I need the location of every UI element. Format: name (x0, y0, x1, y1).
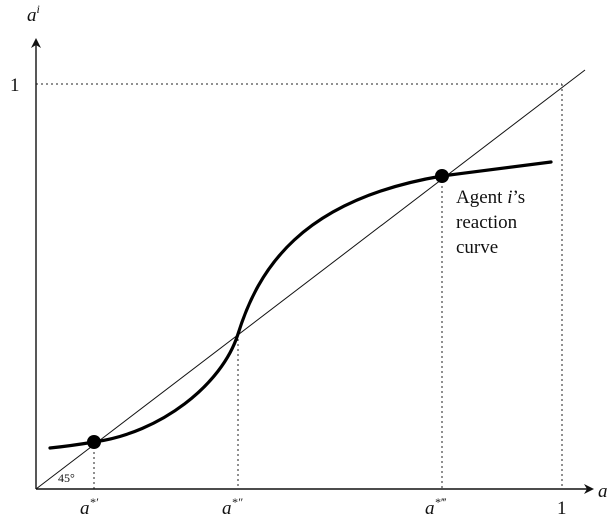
y-axis-label-superscript: i (37, 2, 40, 16)
y-axis-label-base: a (27, 5, 37, 26)
x-label-low: a*′ (80, 495, 99, 519)
x-label-high: a*‴ (425, 495, 447, 519)
x-tick-one: 1 (557, 498, 567, 519)
forty-five-degree-line (35, 69, 586, 490)
curve-label-line-1: Agent i’s (456, 187, 525, 208)
y-axis-label: ai (27, 2, 40, 26)
curve-label-line-2: reaction (456, 212, 518, 233)
x-axis-label: a (598, 481, 607, 502)
angle-label: 45° (58, 471, 75, 485)
y-tick-one: 1 (10, 75, 20, 96)
equilibrium-point-high (435, 169, 449, 183)
x-label-mid: a*″ (222, 495, 244, 519)
curve-label-line-3: curve (456, 237, 498, 258)
equilibrium-point-low (87, 435, 101, 449)
